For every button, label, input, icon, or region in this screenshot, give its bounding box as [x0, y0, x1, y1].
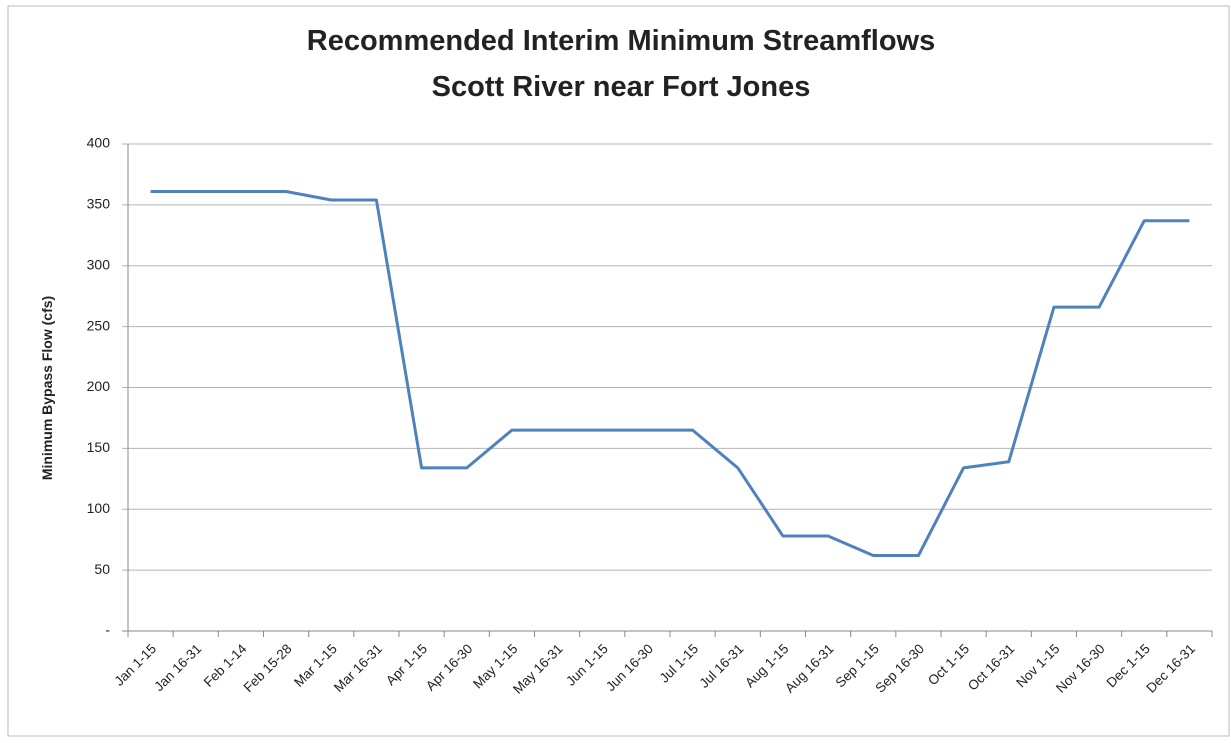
y-tick-label: 400	[87, 135, 111, 151]
chart-subtitle: Scott River near Fort Jones	[432, 71, 811, 103]
y-tick-label: 350	[87, 196, 111, 212]
chart-border	[7, 5, 1230, 737]
y-tick-label: 150	[87, 439, 111, 455]
y-axis-label: Minimum Bypass Flow (cfs)	[39, 296, 55, 480]
y-tick-label: 300	[87, 256, 111, 272]
data-line	[150, 189, 1190, 558]
chart-title: Recommended Interim Minimum Streamflows	[307, 25, 935, 57]
y-tick-label: 50	[94, 561, 110, 577]
y-tick-label: 100	[87, 500, 111, 516]
y-tick-label: 250	[87, 317, 111, 333]
y-tick-label: 200	[87, 378, 111, 394]
y-tick-label: -	[105, 622, 110, 638]
